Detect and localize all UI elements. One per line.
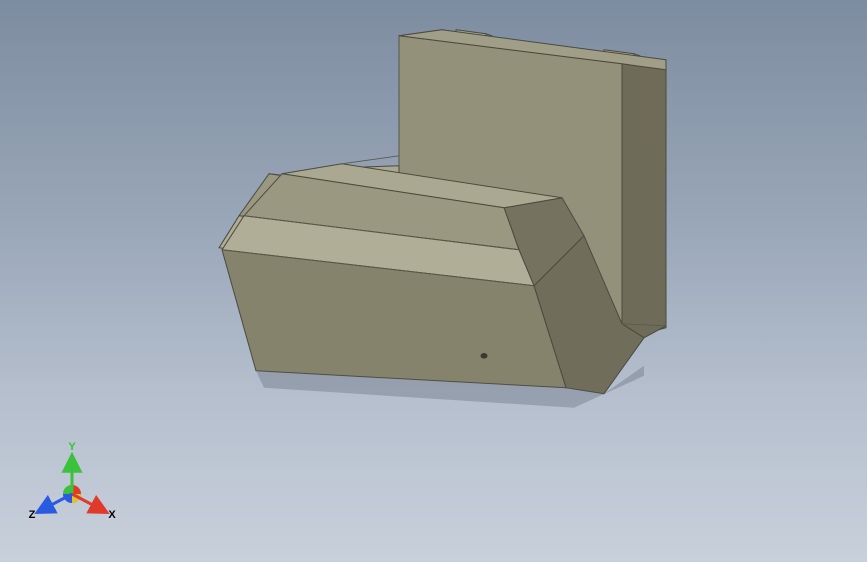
model-3d[interactable]	[174, 26, 694, 466]
axis-y-label: Y	[68, 441, 76, 453]
axis-z-label: Z	[29, 509, 36, 521]
model-geometry	[174, 26, 694, 466]
axis-z[interactable]	[38, 494, 72, 512]
cad-viewport[interactable]: Y X Z	[0, 0, 867, 562]
axis-x-label: X	[108, 509, 116, 521]
axis-x[interactable]	[72, 494, 106, 512]
edge-wedge-back	[342, 156, 399, 164]
slab-right	[622, 64, 666, 338]
orientation-triad[interactable]: Y X Z	[28, 442, 116, 530]
front-hole	[480, 353, 487, 359]
